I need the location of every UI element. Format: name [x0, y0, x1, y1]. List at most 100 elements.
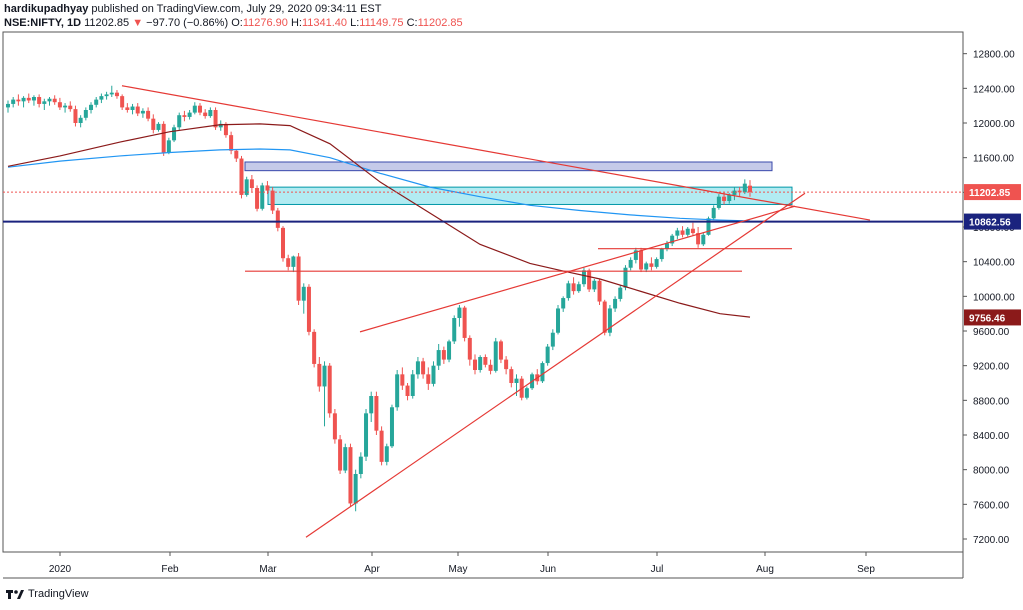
- candle-body: [680, 230, 685, 235]
- candle-body: [130, 106, 135, 110]
- candle-body: [462, 307, 467, 338]
- candle-body: [114, 92, 119, 97]
- candle-body: [379, 430, 384, 462]
- x-tick-label: Apr: [364, 564, 380, 575]
- footer: TradingView: [6, 588, 89, 600]
- candle-body: [31, 97, 36, 101]
- falling-trendline: [121, 85, 871, 221]
- candle-body: [447, 341, 452, 360]
- candle-body: [659, 248, 664, 260]
- price-label-badge: [964, 309, 1021, 326]
- symbol-bar: NSE:NIFTY, 1D 11202.85 ▼ −97.70 (−0.86%)…: [4, 17, 463, 29]
- candle-body: [338, 439, 343, 471]
- candle-body: [146, 110, 151, 119]
- candle-body: [405, 385, 410, 396]
- candle-body: [208, 110, 213, 117]
- candle-body: [509, 369, 514, 383]
- candle-body: [369, 396, 374, 414]
- candle-body: [6, 103, 10, 108]
- candle-body: [42, 101, 47, 104]
- candle-body: [306, 286, 311, 332]
- candle-body: [244, 179, 249, 195]
- candle-body: [26, 97, 31, 101]
- candle-body: [358, 456, 363, 474]
- x-tick-label: Aug: [756, 564, 774, 575]
- rising-trendline: [305, 192, 806, 538]
- tradingview-logo-icon: [6, 590, 24, 599]
- candle-body: [488, 364, 493, 371]
- candle-body: [94, 99, 99, 105]
- candle-body: [384, 446, 389, 462]
- candle-body: [649, 263, 654, 267]
- candle-body: [63, 105, 68, 108]
- y-tick-label: 11600.00: [973, 154, 1014, 165]
- candle-body: [421, 361, 426, 375]
- candle-body: [223, 123, 228, 136]
- candle-body: [37, 97, 42, 104]
- candle-body: [581, 270, 586, 285]
- candle-body: [722, 196, 727, 201]
- y-tick-label: 8400.00: [973, 431, 1010, 442]
- candle-body: [472, 359, 477, 370]
- low-value: 11149.75: [359, 17, 404, 29]
- candle-body: [748, 185, 752, 193]
- author-name[interactable]: hardikupadhyay: [4, 3, 89, 15]
- change-down-icon: ▼: [132, 17, 144, 29]
- candle-body: [556, 308, 561, 333]
- last-price: 11202.85: [84, 17, 130, 29]
- open-label: O:: [231, 17, 243, 29]
- candle-body: [571, 283, 576, 292]
- footer-brand[interactable]: TradingView: [28, 588, 89, 600]
- publish-info: hardikupadhyay published on TradingView.…: [4, 3, 381, 15]
- candle-body: [607, 308, 612, 333]
- candle-body: [467, 337, 472, 360]
- candle-body: [281, 227, 286, 259]
- candle-body: [654, 259, 659, 267]
- resistance-zone: [244, 161, 773, 172]
- open-value: 11276.90: [242, 17, 288, 29]
- candle-body: [57, 102, 62, 108]
- candle-body: [504, 359, 509, 370]
- candle-body: [644, 263, 649, 270]
- candle-body: [109, 92, 114, 95]
- candle-body: [192, 105, 197, 113]
- candle-body: [431, 365, 436, 384]
- candle-body: [395, 374, 400, 408]
- y-tick-label: 10400.00: [973, 258, 1015, 269]
- candle-body: [374, 396, 379, 431]
- change-value: −97.70 (−0.86%): [146, 17, 229, 29]
- candle-body: [317, 363, 322, 387]
- candle-body: [545, 346, 550, 364]
- candle-body: [540, 363, 545, 382]
- candle-body: [685, 228, 690, 235]
- x-tick-label: Jun: [540, 564, 556, 575]
- channel-upper-line: [359, 205, 796, 333]
- candle-body: [716, 196, 721, 208]
- candle-body: [618, 287, 623, 299]
- candle-body: [727, 194, 732, 201]
- y-tick-label: 12800.00: [973, 50, 1015, 61]
- x-tick-label: May: [449, 564, 468, 575]
- candle-body: [291, 256, 296, 267]
- candle-body: [296, 256, 301, 301]
- candle-body: [670, 235, 675, 244]
- candle-body: [156, 123, 161, 130]
- candle-body: [550, 332, 555, 347]
- high-label: H:: [290, 17, 302, 29]
- x-tick-label: Mar: [259, 564, 277, 575]
- candle-body: [249, 179, 254, 188]
- candle-body: [348, 447, 353, 504]
- low-label: L:: [350, 17, 360, 29]
- candle-body: [364, 413, 369, 457]
- y-tick-label: 7200.00: [973, 535, 1010, 546]
- moving-average-blue: [7, 148, 751, 222]
- publish-text: published on TradingView.com, July 29, 2…: [91, 3, 382, 15]
- symbol-label[interactable]: NSE:NIFTY, 1D: [4, 17, 82, 29]
- candle-body: [623, 267, 628, 288]
- candle-body: [203, 112, 208, 117]
- candle-body: [286, 258, 291, 267]
- candle-body: [16, 99, 21, 102]
- supply-zone: [267, 186, 793, 205]
- candle-body: [332, 413, 337, 440]
